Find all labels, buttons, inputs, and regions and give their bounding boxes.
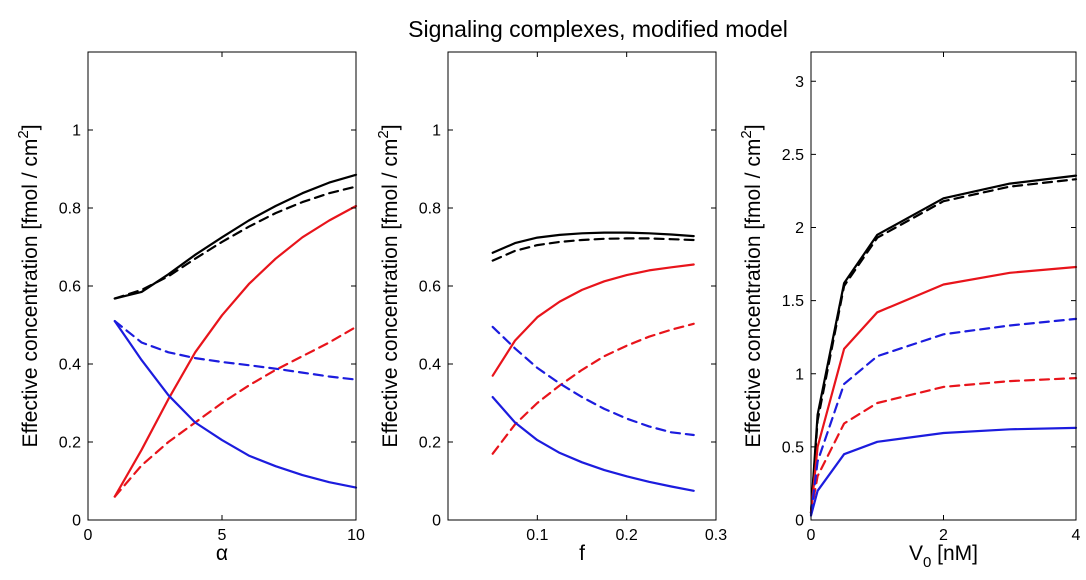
- series-line-blue-solid: [113, 320, 358, 489]
- y-axis-label-end: ]: [379, 124, 402, 130]
- x-tick-label: 0.1: [526, 527, 548, 544]
- y-tick-label: 1: [432, 123, 441, 140]
- panel-1: 0 5 10 0 0.2 0.4 0.6 0.8 1 α Effective concentrati…: [15, 51, 365, 565]
- y-tick-label: 0.8: [419, 201, 441, 218]
- y-axis-label: Effective concentration [fmol / cm2]: [738, 124, 765, 447]
- series-line-black-solid: [809, 174, 1078, 514]
- y-tick-label: 0.2: [419, 435, 441, 452]
- series-line-black-solid: [113, 173, 358, 300]
- y-tick-label: 0: [72, 513, 81, 530]
- y-tick-label: 1: [795, 366, 804, 383]
- x-tick-label: 10: [347, 527, 365, 544]
- series-line-blue-solid: [809, 426, 1078, 517]
- x-axis-label: α: [216, 542, 228, 565]
- axes-frame: [447, 51, 717, 521]
- x-axis-label: V0 [nM]: [909, 542, 978, 571]
- axes-frame: [810, 51, 1077, 521]
- y-tick-label: 1.5: [782, 293, 804, 310]
- axes-frame: [87, 51, 357, 521]
- y-axis-label-end: ]: [19, 124, 42, 130]
- y-axis-label-superscript: 2: [375, 130, 392, 138]
- y-tick-label: 2.5: [782, 147, 804, 164]
- x-tick-label: 0.3: [705, 527, 727, 544]
- y-axis-label-superscript: 2: [738, 130, 755, 138]
- x-tick-label: 0: [807, 527, 816, 544]
- y-axis-label-superscript: 2: [15, 130, 32, 138]
- series-line-black-dashed: [113, 185, 358, 300]
- y-tick-label: 0.4: [59, 357, 81, 374]
- panel-2: 0.1 0.2 0.3 0 0.2 0.4 0.6 0.8 1 f Effective concen…: [375, 51, 727, 565]
- series-line-black-dashed: [809, 178, 1078, 514]
- y-tick-label: 0.2: [59, 435, 81, 452]
- y-tick-label: 0.8: [59, 201, 81, 218]
- y-tick-label: 0.6: [59, 279, 81, 296]
- x-axis-label-subscript: 0: [923, 554, 931, 571]
- y-tick-label: 0.5: [782, 439, 804, 456]
- y-tick-label: 3: [795, 74, 804, 91]
- y-axis-label: Effective concentration [fmol / cm2]: [15, 124, 42, 447]
- y-tick-label: 0: [432, 513, 441, 530]
- series-line-blue-dashed: [809, 317, 1078, 516]
- x-axis-label: f: [579, 542, 585, 565]
- x-tick-label: 0.2: [616, 527, 638, 544]
- series-line-red-dashed: [491, 322, 695, 455]
- y-axis-label-end: ]: [742, 124, 765, 130]
- y-tick-label: 0.6: [419, 279, 441, 296]
- y-tick-label: 0: [795, 513, 804, 530]
- series-line-blue-solid: [491, 396, 695, 492]
- series-line-red-dashed: [809, 377, 1078, 514]
- series-line-blue-dashed: [491, 325, 695, 437]
- x-tick-label: 5: [218, 527, 227, 544]
- y-axis-label: Effective concentration [fmol / cm2]: [375, 124, 402, 447]
- series-line-red-solid: [113, 204, 358, 498]
- x-axis-label-unit: [nM]: [931, 542, 978, 565]
- y-tick-label: 2: [795, 220, 804, 237]
- series-line-black-solid: [491, 231, 695, 254]
- series-line-black-dashed: [491, 237, 695, 262]
- series-line-red-dashed: [113, 325, 358, 498]
- series-line-red-solid: [809, 265, 1078, 514]
- y-tick-label: 1: [72, 123, 81, 140]
- figure-title: Signaling complexes, modified model: [408, 16, 788, 42]
- x-tick-label: 2: [939, 527, 948, 544]
- x-tick-label: 0: [84, 527, 93, 544]
- y-tick-label: 0.4: [419, 357, 441, 374]
- x-tick-label: 4: [1072, 527, 1081, 544]
- series-line-red-solid: [491, 263, 695, 377]
- series-line-blue-dashed: [113, 320, 358, 381]
